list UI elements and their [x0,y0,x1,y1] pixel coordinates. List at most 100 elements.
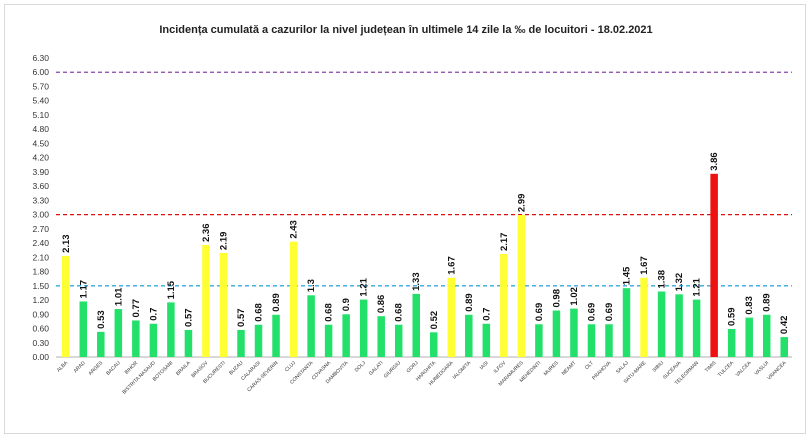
category-label: TIMIS [704,360,718,374]
category-label: NEAMT [561,360,578,377]
bar [132,320,140,357]
y-tick-label: 5.70 [32,81,49,91]
y-tick-label: 6.00 [32,67,49,77]
y-tick-label: 2.40 [32,238,49,248]
bar [780,337,788,357]
bar [500,254,508,357]
data-label: 0.86 [376,295,387,314]
data-label: 0.57 [236,308,247,327]
bar [167,302,175,357]
bar [272,314,280,357]
category-label: BUZAU [228,360,245,377]
data-label: 1.3 [306,279,317,292]
bar [675,294,683,357]
bar [640,277,648,357]
category-label: VRANCEA [766,360,788,382]
bar [535,324,543,357]
y-tick-label: 0.30 [32,338,49,348]
data-label: 2.13 [61,234,72,253]
bar [692,299,701,357]
category-label: BIHOR [124,360,140,376]
data-label: 1.33 [411,272,422,291]
data-label: 2.43 [289,220,300,239]
y-tick-label: 3.90 [32,167,49,177]
bar [482,323,491,357]
y-tick-label: 4.20 [32,153,49,163]
data-label: 1.21 [359,277,370,296]
bar [254,324,263,357]
data-label: 0.89 [271,293,282,312]
data-label: 0.68 [394,303,405,322]
data-label: 0.42 [779,316,790,335]
bar [324,324,333,357]
bar [762,314,771,357]
category-label: OLT [584,360,595,371]
category-label: ARGES [88,360,105,377]
category-label: SIBIU [652,360,666,374]
bar [517,215,526,357]
y-tick-label: 6.30 [32,53,49,63]
category-label: CARAS-SEVERIN [246,360,279,393]
data-label: 1.38 [657,270,668,289]
y-tick-label: 1.20 [32,295,49,305]
bar [62,255,70,357]
bar [465,314,473,357]
data-label: 0.7 [481,308,492,321]
bar [342,314,350,357]
category-label: GALATI [368,360,385,377]
category-label: MURES [543,360,560,377]
data-label: 0.69 [604,303,615,322]
category-label: PRAHOVA [591,360,613,382]
data-label: 1.67 [446,256,457,275]
category-label: GIURGIU [383,360,403,380]
bar [605,324,613,357]
data-label: 0.68 [324,303,335,322]
category-label: ILFOV [493,360,508,375]
y-tick-label: 5.40 [32,96,49,106]
data-label: 0.59 [727,307,738,326]
data-label: 1.15 [166,280,177,299]
bar [219,253,228,357]
bar [97,331,105,357]
data-label: 0.83 [744,296,755,315]
bar [447,277,456,357]
bar [237,329,245,357]
category-label: DOLJ [354,360,368,374]
bar [552,310,561,357]
category-label: ARAD [73,360,87,374]
bar [289,241,298,357]
data-label: 0.9 [341,298,352,311]
chart-frame [4,4,806,434]
data-label: 1.21 [692,277,703,296]
data-label: 1.45 [622,266,633,285]
bar [657,291,666,357]
data-label: 2.99 [516,194,527,213]
bar [114,309,123,357]
data-label: 1.32 [674,273,685,292]
data-label: 1.01 [113,287,124,306]
category-label: VASLUI [754,360,771,377]
bar [710,173,718,357]
y-tick-label: 3.60 [32,181,49,191]
data-label: 1.17 [78,280,89,299]
bar [587,324,596,357]
y-tick-label: 5.10 [32,110,49,120]
category-label: GORJ [406,360,420,374]
bar [394,324,403,357]
bar [430,332,438,357]
category-label: VALCEA [735,360,753,378]
chart-title: Incidența cumulată a cazurilor la nivel … [159,24,653,36]
y-tick-label: 3.30 [32,195,49,205]
bar [79,301,88,357]
data-label: 0.69 [534,303,545,322]
bar [184,329,193,357]
data-label: 0.68 [254,303,265,322]
data-label: 2.17 [499,233,510,252]
bar [745,317,753,357]
data-label: 0.89 [762,293,773,312]
category-label: CLUJ [284,360,297,373]
data-label: 0.77 [131,299,142,318]
y-tick-label: 1.80 [32,267,49,277]
bar [359,299,368,357]
data-label: 2.19 [218,232,229,251]
